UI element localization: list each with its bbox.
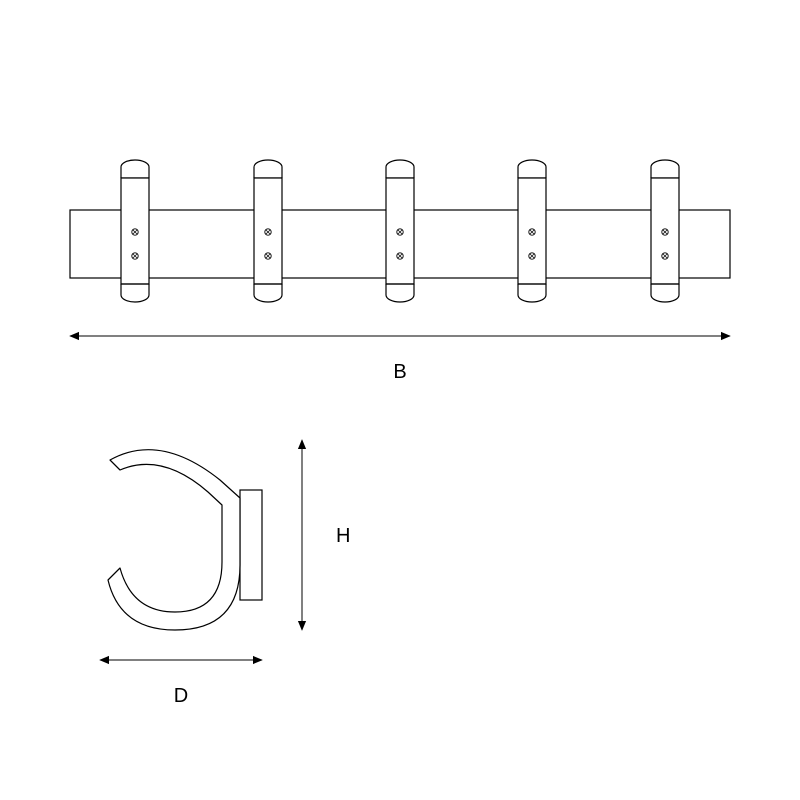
side-view: [108, 450, 262, 630]
hook-side-profile: [108, 450, 240, 630]
dimension-d: D: [100, 660, 262, 707]
hook-front-4: [518, 160, 546, 302]
dimension-b-label: B: [393, 361, 406, 383]
technical-drawing: B H D: [0, 0, 800, 800]
hook-front-1: [121, 160, 149, 302]
hook-front-5: [651, 160, 679, 302]
hook-front-2: [254, 160, 282, 302]
dimension-h: H: [302, 440, 350, 630]
dimension-b: B: [70, 336, 730, 383]
mount-plate: [240, 490, 262, 600]
front-view: [70, 160, 730, 302]
hook-front-3: [386, 160, 414, 302]
dimension-h-label: H: [336, 525, 350, 547]
dimension-d-label: D: [174, 685, 188, 707]
